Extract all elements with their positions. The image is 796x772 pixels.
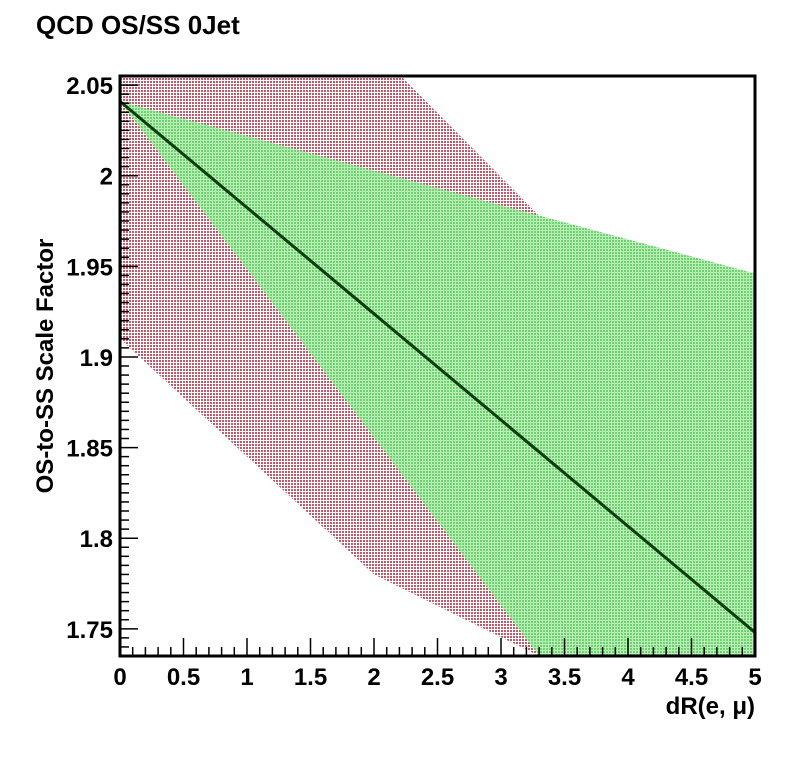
y-tick-label: 1.95: [66, 254, 113, 281]
y-tick-label: 2.05: [66, 73, 113, 100]
x-tick-label: 5: [748, 664, 761, 691]
x-tick-label: 1.5: [294, 664, 327, 691]
x-tick-label: 3: [494, 664, 507, 691]
x-tick-label: 0.5: [167, 664, 200, 691]
central-fit-line: [120, 100, 755, 634]
y-tick-label: 1.8: [80, 526, 113, 553]
x-tick-label: 4.5: [675, 664, 708, 691]
y-axis-title: OS-to-SS Scale Factor: [32, 239, 59, 494]
central-fit-lines: [120, 100, 755, 634]
x-tick-label: 3.5: [548, 664, 581, 691]
y-tick-label: 1.9: [80, 345, 113, 372]
y-tick-label: 1.75: [66, 617, 113, 644]
x-tick-label: 2.5: [421, 664, 454, 691]
x-tick-label: 2: [367, 664, 380, 691]
y-tick-label: 2: [100, 164, 113, 191]
x-axis-ticks: 0 0.5 1 1.5 2 2.5 3 3.5 4 4.5 5: [113, 638, 762, 691]
y-axis-ticks: 1.75 1.8 1.85 1.9 1.95 2 2.05: [66, 73, 138, 657]
x-tick-label: 4: [621, 664, 635, 691]
x-tick-label: 0: [113, 664, 126, 691]
chart-title: QCD OS/SS 0Jet: [36, 10, 240, 40]
green-uncertainty-band: [120, 101, 755, 656]
x-tick-label: 1: [240, 664, 253, 691]
x-axis-title: dR(e, μ): [666, 693, 755, 720]
uncertainty-bands: [120, 76, 755, 656]
y-tick-label: 1.85: [66, 436, 113, 463]
